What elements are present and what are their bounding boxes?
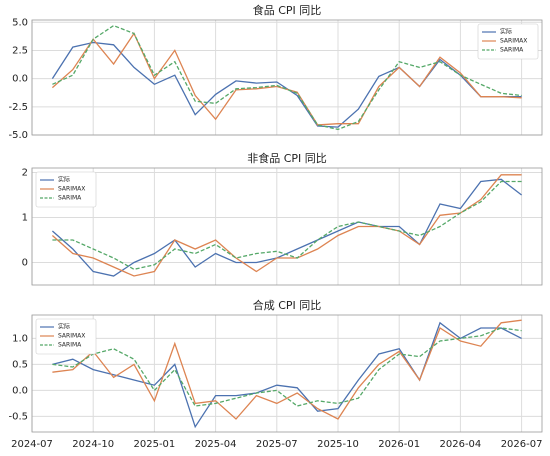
x-tick-label: 2026-01 <box>378 439 420 450</box>
y-tick-label: -2.5 <box>8 102 28 113</box>
legend-label: SARIMA <box>58 195 82 202</box>
chart-title: 合成 CPI 同比 <box>253 298 322 312</box>
plot-frame <box>31 314 543 433</box>
plot-frame <box>31 19 543 136</box>
legend-label: SARIMAX <box>58 333 85 340</box>
chart-title: 食品 CPI 同比 <box>253 3 322 17</box>
x-tick-label: 2025-01 <box>134 439 176 450</box>
plot-area <box>32 315 542 432</box>
series-line <box>51 174 522 277</box>
y-tick-label: 2.5 <box>12 45 28 56</box>
legend-label: 实际 <box>58 176 70 184</box>
y-tick-label: 0 <box>22 258 28 269</box>
legend-label: SARIMA <box>58 342 82 349</box>
x-tick-label: 2026-07 <box>501 439 543 450</box>
legend-label: SARIMAX <box>58 186 85 193</box>
series-line <box>52 321 522 429</box>
y-tick-label: 0.5 <box>12 359 28 370</box>
x-tick-label: 2025-10 <box>317 439 359 450</box>
plot-area <box>32 168 542 285</box>
series-line <box>52 327 522 407</box>
x-tick-label: 2025-04 <box>195 439 237 450</box>
series-line <box>52 180 522 270</box>
legend-label: 实际 <box>58 323 70 331</box>
x-tick-label: 2025-07 <box>256 439 298 450</box>
y-tick-label: -0.5 <box>8 411 28 422</box>
y-tick-label: -5.0 <box>8 130 28 141</box>
x-tick-label: 2024-07 <box>11 439 53 450</box>
plot-area <box>32 20 542 135</box>
y-tick-label: 2 <box>22 168 28 179</box>
legend-label: 实际 <box>500 28 512 36</box>
chart-title: 非食品 CPI 同比 <box>247 151 327 165</box>
series-line <box>51 178 522 277</box>
series-line <box>51 32 522 126</box>
x-tick-label: 2024-10 <box>72 439 114 450</box>
y-tick-label: 0.0 <box>12 74 28 85</box>
plot-frame <box>31 167 543 286</box>
series-line <box>52 319 522 420</box>
y-tick-label: 1.0 <box>12 333 28 344</box>
legend-label: SARIMAX <box>500 38 527 45</box>
x-tick-label: 2026-04 <box>440 439 482 450</box>
y-tick-label: 0.0 <box>12 385 28 396</box>
y-tick-label: 1 <box>22 213 28 224</box>
y-tick-label: 5.0 <box>12 17 28 28</box>
legend-label: SARIMA <box>500 47 524 54</box>
